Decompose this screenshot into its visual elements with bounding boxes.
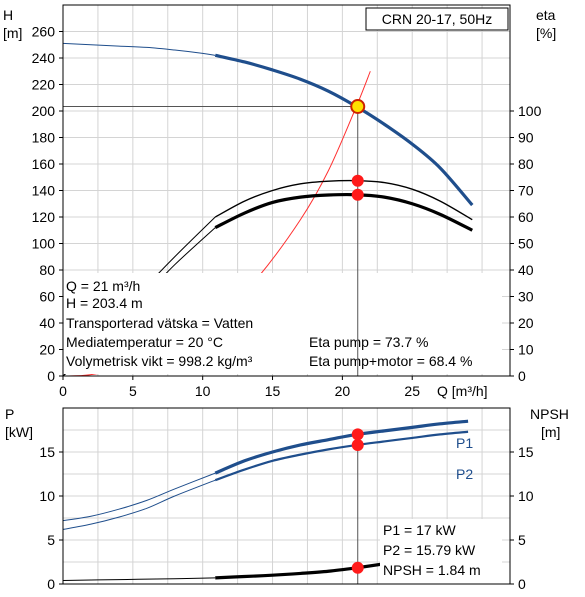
x-tick-label-5: 5 [129, 383, 137, 399]
top-point-marker-1 [351, 174, 364, 187]
top-left-axis-title: H [3, 7, 13, 23]
bottom-left-axis-title: P [5, 406, 14, 422]
x-axis-label: Q [m³/h] [437, 383, 488, 399]
eta-tick-label-70: 70 [518, 183, 534, 199]
h-tick-label-80: 80 [39, 262, 55, 278]
h-tick-label-100: 100 [32, 236, 56, 252]
x-tick-label-20: 20 [335, 383, 351, 399]
eta-tick-label-30: 30 [518, 289, 534, 305]
p-tick-label-5: 5 [47, 532, 55, 548]
top-eta-pump-motor-line [214, 192, 473, 232]
bottom-point-marker-0 [351, 428, 364, 441]
top-right-axis-unit: [%] [536, 25, 556, 41]
bottom-point-marker-1 [351, 439, 364, 452]
bottom-p2-line [214, 430, 469, 482]
h-tick-label-260: 260 [32, 24, 56, 40]
eta-tick-label-50: 50 [518, 236, 534, 252]
h-tick-label-200: 200 [32, 103, 56, 119]
top-h-line [214, 53, 474, 207]
h-tick-label-40: 40 [39, 315, 55, 331]
h-tick-label-160: 160 [32, 156, 56, 172]
top-right-axis-title: eta [536, 7, 556, 23]
h-tick-label-120: 120 [32, 209, 56, 225]
eta-tick-label-90: 90 [518, 130, 534, 146]
annotation-density: Volymetrisk vikt = 998.2 kg/m³ [66, 353, 253, 369]
npsh-tick-label-0: 0 [518, 576, 526, 592]
annotation-fluid: Transporterad vätska = Vatten [66, 315, 253, 331]
annotation-p2: P2 = 15.79 kW [383, 542, 476, 558]
series-label-p2: P2 [456, 466, 473, 482]
p-tick-label-0: 0 [47, 576, 55, 592]
top-point-marker-2 [351, 188, 364, 201]
bottom-chart-series [63, 419, 469, 581]
npsh-tick-label-15: 15 [518, 444, 534, 460]
x-tick-label-10: 10 [195, 383, 211, 399]
npsh-tick-label-10: 10 [518, 488, 534, 504]
npsh-tick-label-5: 5 [518, 532, 526, 548]
top-chart-ticks: 0 5 10 15 20 25020406080100120140160180200220… [32, 24, 542, 400]
x-tick-label-0: 0 [59, 383, 67, 399]
bottom-right-axis-title: NPSH [530, 406, 569, 422]
annotation-p1: P1 = 17 kW [383, 522, 457, 538]
bottom-left-axis-unit: [kW] [5, 424, 33, 440]
bottom-p1-line [214, 419, 469, 475]
h-tick-label-220: 220 [32, 77, 56, 93]
eta-tick-label-100: 100 [518, 103, 542, 119]
series-label-p1: P1 [456, 435, 473, 451]
bottom-chart-ticks: 0 5 10 15 0 5 10 15 [39, 444, 533, 592]
bottom-point-marker-2 [351, 561, 364, 574]
eta-tick-label-10: 10 [518, 342, 534, 358]
h-tick-label-20: 20 [39, 342, 55, 358]
h-tick-label-0: 0 [47, 368, 55, 384]
h-tick-label-180: 180 [32, 130, 56, 146]
top-left-axis-unit: [m] [3, 25, 22, 41]
annotation-eta-pump-motor: Eta pump+motor = 68.4 % [309, 353, 472, 369]
bottom-p2-extrapolated-line [63, 479, 216, 530]
eta-tick-label-80: 80 [518, 156, 534, 172]
annotation-eta-pump: Eta pump = 73.7 % [309, 334, 428, 350]
bottom-chart-frame [62, 407, 511, 585]
bottom-npsh-extrapolated-line [63, 577, 216, 581]
h-tick-label-60: 60 [39, 289, 55, 305]
annotation-h: H = 203.4 m [66, 295, 143, 311]
chart-title: CRN 20-17, 50Hz [382, 11, 493, 27]
annotation-temperature: Mediatemperatur = 20 °C [66, 334, 223, 350]
h-tick-label-140: 140 [32, 183, 56, 199]
top-eta-pump-line [214, 179, 473, 221]
top-h-extrapolated-line [63, 42, 216, 56]
annotation-q: Q = 21 m³/h [66, 278, 140, 294]
bottom-right-axis-unit: [m] [541, 424, 560, 440]
top-chart-markers [63, 98, 366, 376]
eta-tick-label-0: 0 [518, 368, 526, 384]
bottom-p1-extrapolated-line [63, 472, 216, 522]
eta-tick-label-20: 20 [518, 315, 534, 331]
duty-point-marker [350, 98, 366, 114]
bottom-chart-markers [351, 428, 364, 584]
chart-title-box [365, 7, 509, 31]
annotation-npsh: NPSH = 1.84 m [383, 562, 481, 578]
h-tick-label-240: 240 [32, 50, 56, 66]
x-tick-label-25: 25 [404, 383, 420, 399]
p-tick-label-10: 10 [39, 488, 55, 504]
eta-tick-label-60: 60 [518, 209, 534, 225]
x-tick-label-15: 15 [265, 383, 281, 399]
top-chart-frame [62, 4, 511, 377]
bottom-annotation-box [380, 519, 502, 585]
top-annotation-box [64, 273, 502, 374]
p-tick-label-15: 15 [39, 444, 55, 460]
eta-tick-label-40: 40 [518, 262, 534, 278]
